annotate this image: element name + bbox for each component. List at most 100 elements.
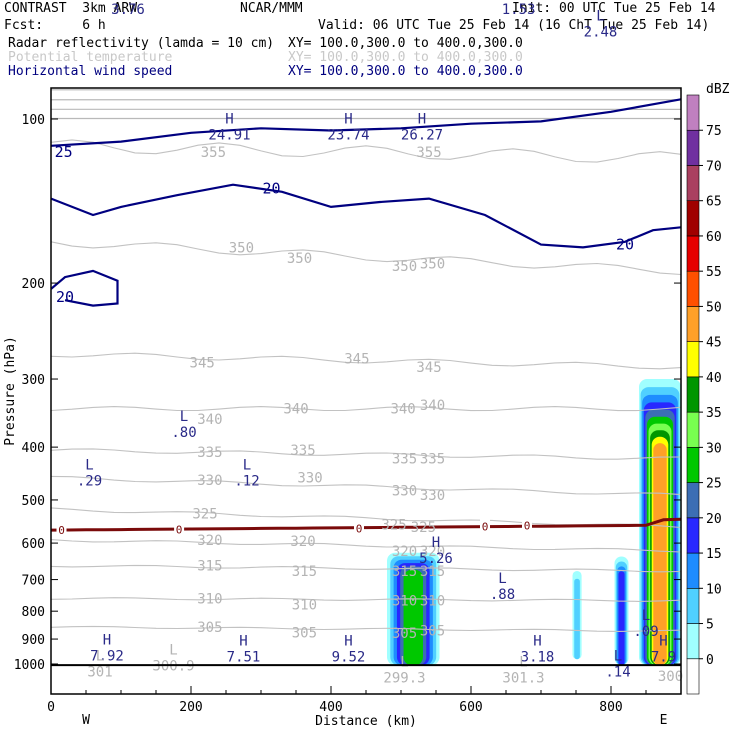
extremum-letter: L (519, 654, 527, 670)
colorbar-swatch (686, 306, 700, 342)
extremum-value: 7.92 (90, 648, 124, 664)
colorbar-title: dBZ (706, 82, 730, 97)
theta-label: 325 (381, 518, 406, 534)
y-tick-label: 300 (22, 373, 45, 388)
colorbar-swatch (686, 341, 700, 378)
extremum-letter: L (642, 608, 650, 624)
y-tick-label: 1000 (14, 658, 45, 673)
extremum-letter: H (432, 535, 440, 551)
theta-label: 330 (297, 471, 322, 487)
theta-label: 315 (420, 564, 445, 580)
theta-label: 320 (392, 544, 417, 560)
theta-label: 330 (392, 483, 417, 499)
colorbar-swatch (686, 411, 700, 448)
extremum-letter: H (659, 634, 667, 650)
colorbar-label: 45 (706, 336, 722, 351)
theta-label: 325 (192, 507, 217, 523)
extremum-letter: L (243, 458, 251, 474)
theta-label: 320 (290, 534, 315, 550)
extremum-value: 24.91 (208, 128, 250, 144)
freezing-label: 0 (176, 523, 183, 536)
extremum-letter: H (344, 634, 352, 650)
header-model: CONTRAST 3km ARW (4, 1, 138, 16)
theta-contour-top-6 (51, 68, 681, 69)
extremum-letter: L (85, 458, 93, 474)
extremum-letter: H (103, 632, 111, 648)
freezing-level-line (51, 517, 681, 532)
field-wind: Horizontal wind speed (8, 64, 173, 79)
theta-label: 310 (420, 594, 445, 610)
theta-label: 315 (292, 564, 317, 580)
colorbar-swatch (686, 623, 700, 660)
theta-label: 315 (392, 564, 417, 580)
header-valid: Valid: 06 UTC Tue 25 Feb 14 (16 ChT Tue … (318, 18, 710, 33)
theta-contour-top-2 (51, 19, 681, 20)
theta-label: 305 (197, 620, 222, 636)
freezing-label: 0 (356, 522, 363, 535)
colorbar-swatch (686, 552, 700, 589)
theta-label: 340 (197, 412, 222, 428)
freezing-label-bg (480, 519, 490, 533)
theta-label: 310 (292, 598, 317, 614)
freezing-label: 0 (482, 520, 489, 533)
extremum-letter: H (418, 112, 426, 128)
extremum-value: 300 (658, 669, 683, 685)
theta-contour-355 (51, 139, 681, 163)
extremum-value: 1.53 (502, 2, 536, 18)
wind-contour-25 (51, 98, 681, 147)
extremum-value: 9.52 (332, 650, 366, 666)
theta-label: 310 (197, 591, 222, 607)
wind-label: 25 (55, 143, 73, 161)
colorbar-swatch (686, 165, 700, 202)
extremum-value: 301 (87, 664, 112, 680)
extremum-letter: L (124, 0, 132, 2)
wind-label: 20 (56, 288, 74, 306)
theta-contour-340 (51, 406, 681, 412)
theta-label: 335 (290, 443, 315, 459)
colorbar-label: 40 (706, 371, 722, 386)
theta-label: 320 (420, 544, 445, 560)
theta-label: 330 (197, 473, 222, 489)
freezing-label: 0 (524, 519, 531, 532)
extremum-letter: H (225, 112, 233, 128)
extremum-value: .12 (234, 474, 259, 490)
theta-contour-top-5 (51, 57, 681, 58)
y-tick-label: 100 (22, 113, 45, 128)
extremum-value: 2.48 (584, 25, 618, 41)
theta-label: 305 (392, 626, 417, 642)
theta-label: 350 (229, 240, 254, 256)
field-wind-xy: XY= 100.0,300.0 to 400.0,300.0 (288, 64, 523, 79)
extremum-value: .14 (605, 664, 630, 680)
colorbar-swatch (686, 376, 700, 413)
extremum-value: 3.76 (111, 2, 145, 18)
field-theta-xy: XY= 100.0,300.0 to 400.0,300.0 (288, 50, 523, 65)
field-theta: Potential temperature (8, 50, 173, 65)
theta-contour-350 (51, 241, 681, 276)
extremum-value: 3.18 (521, 650, 555, 666)
colorbar-label: 15 (706, 547, 722, 562)
wind-contour-20-lower (51, 269, 119, 307)
x-tick-label: 200 (179, 700, 202, 715)
y-axis-title: Pressure (hPa) (3, 336, 18, 446)
theta-label: 305 (420, 623, 445, 639)
colorbar-label: 70 (706, 159, 722, 174)
theta-contour-top-10 (51, 108, 681, 111)
theta-contour-315 (51, 564, 681, 573)
extremum-letter: H (239, 634, 247, 650)
theta-contour-top-4 (51, 45, 681, 46)
theta-label: 345 (416, 360, 441, 376)
theta-label: 350 (420, 256, 445, 272)
theta-label: 345 (344, 351, 369, 367)
wind-contour-20-upper (51, 183, 681, 249)
reflectivity-cell-0-band-6 (403, 569, 423, 666)
colorbar-swatch (686, 447, 700, 483)
colorbar-swatch (686, 517, 700, 554)
extremum-letter: L (96, 648, 104, 664)
colorbar-label: 65 (706, 195, 722, 210)
theta-label: 320 (197, 533, 222, 549)
extremum-value: 300.9 (152, 658, 194, 674)
theta-label: 315 (197, 559, 222, 575)
x-end-label-west: W (82, 713, 90, 728)
freezing-label-bg (174, 522, 185, 536)
theta-label: 355 (416, 145, 441, 161)
